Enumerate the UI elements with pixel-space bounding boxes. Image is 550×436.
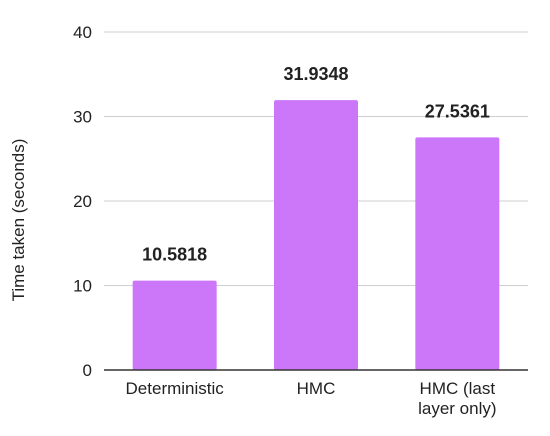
x-tick-label-line: HMC: [297, 379, 336, 398]
bar: [274, 100, 358, 370]
data-labels: 10.5818 31.9348 27.5361: [142, 64, 490, 264]
x-tick-label: HMC: [297, 379, 336, 398]
y-tick-label: 20: [73, 192, 92, 211]
y-tick-label: 40: [73, 23, 92, 42]
data-label: 10.5818: [142, 245, 207, 265]
x-tick-label-line: HMC (last: [420, 379, 496, 398]
y-axis-title: Time taken (seconds): [9, 139, 28, 302]
x-tick-label: HMC (last layer only): [418, 379, 496, 418]
bar: [415, 137, 500, 370]
y-tick-label: 10: [73, 277, 92, 296]
bars: [132, 100, 500, 370]
bar: [132, 280, 217, 370]
x-tick-label-line: Deterministic: [126, 379, 225, 398]
x-tick-label: Deterministic: [126, 379, 225, 398]
y-tick-label: 30: [73, 108, 92, 127]
x-tick-label-line: layer only): [418, 399, 496, 418]
data-label: 27.5361: [425, 101, 490, 121]
y-tick-label: 0: [83, 361, 92, 380]
axes: 0 10 20 30 40 Deterministic HMC HMC (last layer …: [73, 23, 528, 418]
data-label: 31.9348: [283, 64, 348, 84]
